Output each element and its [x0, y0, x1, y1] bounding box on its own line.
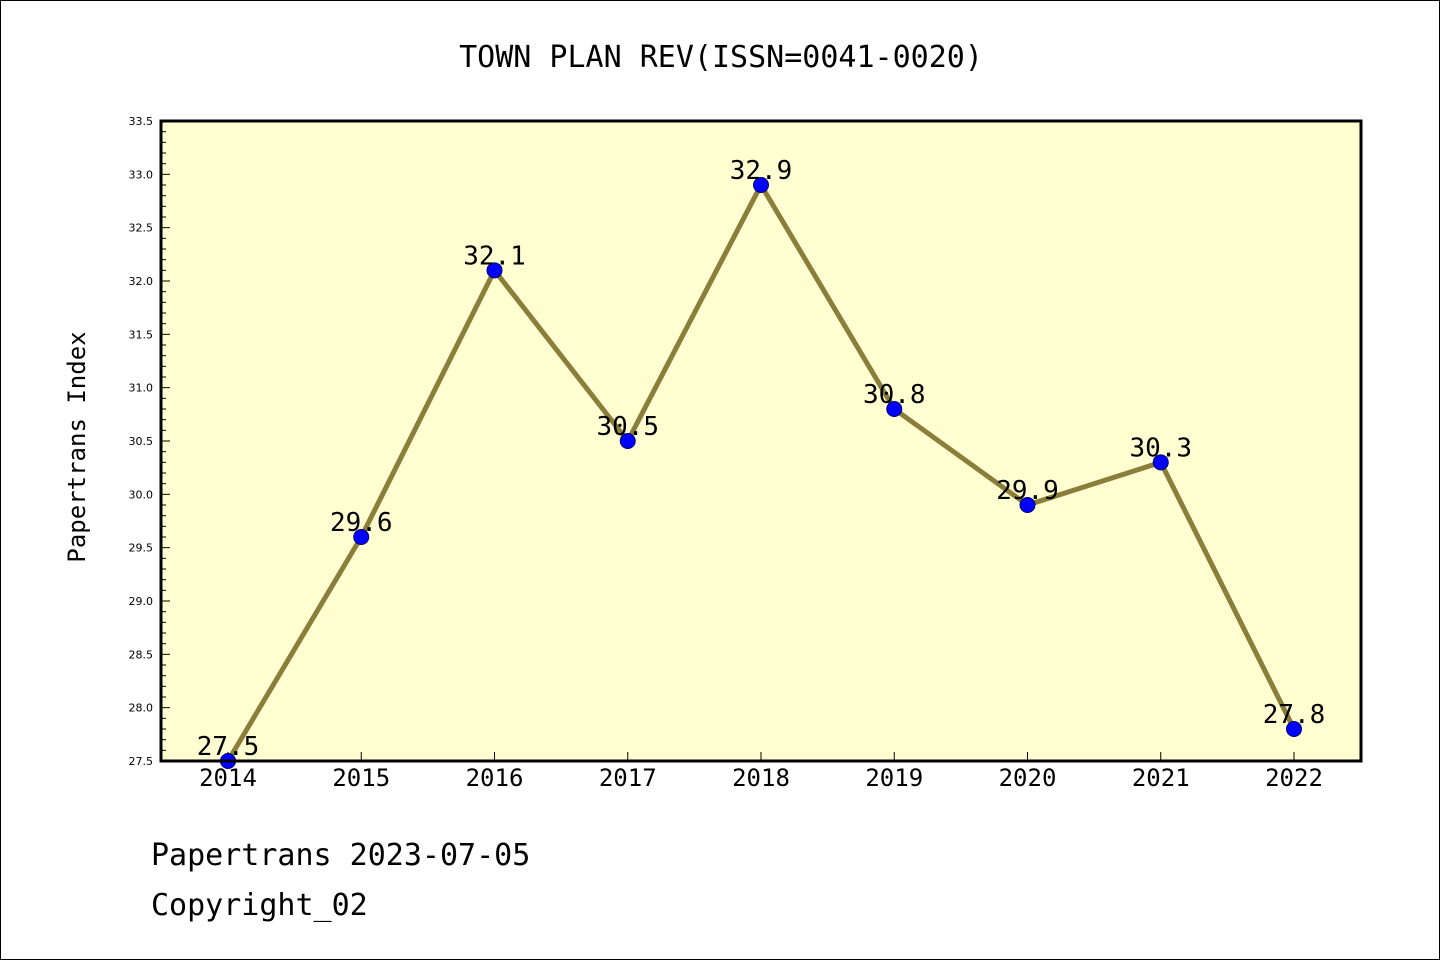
- y-tick-label: 33.0: [129, 168, 154, 181]
- data-point: [886, 401, 903, 417]
- y-tick-label: 30.0: [129, 488, 154, 501]
- x-tick-label: 2015: [332, 764, 390, 792]
- y-tick-label: 29.5: [129, 542, 154, 555]
- plot-area: [161, 121, 1361, 761]
- data-label: 27.8: [1263, 700, 1326, 730]
- data-label: 32.9: [730, 156, 793, 186]
- data-point: [486, 262, 503, 279]
- data-label: 29.9: [996, 476, 1059, 506]
- y-tick-label: 27.5: [129, 755, 154, 768]
- chart-title: TOWN PLAN REV(ISSN=0041-0020): [459, 40, 983, 75]
- x-tick-label: 2021: [1132, 764, 1190, 792]
- data-label: 29.6: [330, 508, 393, 538]
- y-tick-label: 29.0: [129, 595, 154, 608]
- footer-date: Papertrans 2023-07-05: [151, 838, 530, 873]
- data-label: 30.3: [1129, 433, 1192, 463]
- y-tick-label: 32.0: [129, 275, 154, 288]
- y-tick-label: 32.5: [129, 222, 154, 235]
- x-tick-label: 2020: [999, 764, 1057, 792]
- data-label: 27.5: [197, 732, 260, 762]
- x-tick-label: 2017: [599, 764, 657, 792]
- data-point: [619, 433, 636, 449]
- y-axis-label: Papertrans Index: [63, 331, 91, 562]
- plot-border: [159, 119, 1363, 763]
- y-tick-label: 28.0: [129, 702, 154, 715]
- x-tick-label: 2018: [732, 764, 790, 792]
- y-tick-label: 33.5: [129, 115, 154, 128]
- x-axis-ticks: 2014 2015 2016 2017 2018 2019 2020 2021 2022: [199, 752, 1323, 792]
- data-point: [1152, 454, 1169, 471]
- x-tick-label: 2022: [1265, 764, 1323, 792]
- footer-copyright: Copyright_02: [151, 888, 368, 923]
- y-tick-label: 28.5: [129, 648, 154, 661]
- y-axis-ticks: 27.5 28.0 28.5 29.0 29.5 30.0 30.5 31.0 31.5 32.0…: [129, 115, 170, 768]
- data-point: [1286, 721, 1302, 737]
- y-tick-label: 30.5: [129, 435, 154, 448]
- data-point: [1019, 497, 1036, 513]
- y-tick-label: 31.0: [129, 382, 154, 395]
- x-tick-label: 2016: [466, 764, 524, 792]
- data-point: [753, 177, 769, 193]
- data-points: [220, 177, 1302, 769]
- y-tick-label: 31.5: [129, 328, 154, 341]
- data-point: [353, 529, 370, 545]
- x-tick-label: 2019: [865, 764, 923, 792]
- data-label: 32.1: [463, 241, 526, 271]
- data-labels: 27.5 29.6 32.1 30.5 32.9 30.8 29.9 30.3 27.8: [197, 156, 1326, 762]
- data-label: 30.5: [596, 412, 659, 442]
- data-label: 30.8: [863, 380, 926, 410]
